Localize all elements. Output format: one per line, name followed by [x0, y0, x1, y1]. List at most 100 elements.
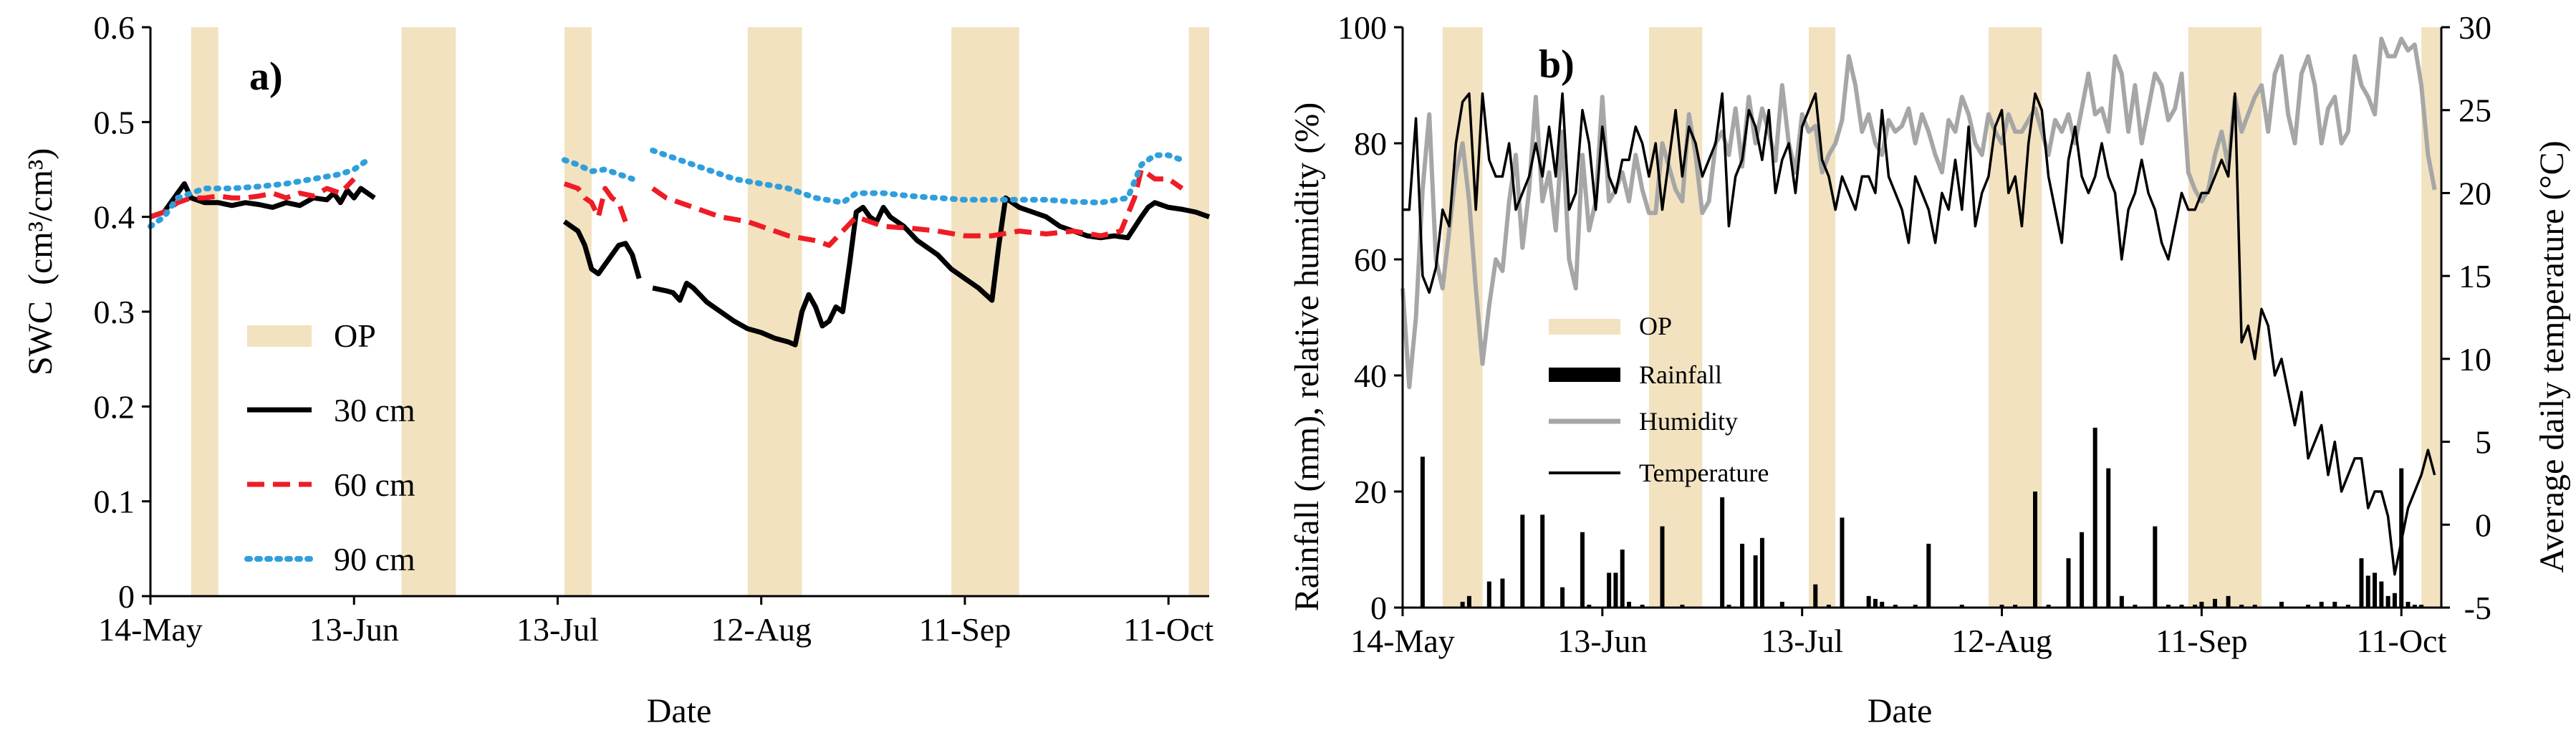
b-rainfall-bar-37 [2066, 558, 2071, 608]
a-x-ticks: 14-May 13-Jun 13-Jul 12-Aug 11-Sep 11-Oct [98, 596, 1213, 648]
panel-a-swc-chart: 0 0.1 0.2 0.3 0.4 0.5 0.6 14-May 13-Jun 13-Jul 12… [21, 9, 1213, 730]
b-rainfall-bar-54 [2319, 601, 2324, 608]
b-right-ytick-label-6: 25 [2459, 92, 2491, 129]
a-legend: OP 30 cm 60 cm 90 cm [244, 317, 415, 578]
a-op-band-3 [747, 27, 802, 596]
a-op-bands [191, 27, 1209, 596]
a-axes-frame [149, 27, 1209, 598]
b-rainfall-bar-13 [1627, 601, 1632, 608]
b-rainfall-bar-17 [1720, 497, 1725, 608]
b-rainfall-bar-46 [2193, 604, 2198, 608]
b-legend: OP Rainfall Humidity Temperature [1549, 312, 1769, 487]
b-rainfall-bar-64 [2406, 601, 2411, 608]
b-left-y-ticks: 0 20 40 60 80 100 [1337, 9, 1403, 626]
b-rainfall-bar-53 [2306, 604, 2311, 608]
b-rainfall-bar-0 [1420, 456, 1425, 608]
b-rainfall-bar-7 [1560, 587, 1565, 608]
a-xtick-label-1: 13-Jun [309, 611, 399, 648]
b-rainfall-bar-11 [1613, 572, 1618, 608]
b-rainfall-bar-28 [1880, 601, 1885, 608]
b-xtick-label-0: 14-May [1350, 623, 1455, 659]
b-rainfall-bar-12 [1620, 550, 1625, 608]
b-right-ytick-label-1: 0 [2475, 507, 2491, 543]
b-rainfall-bar-21 [1759, 537, 1764, 608]
b-rainfall-bar-38 [2080, 532, 2085, 608]
b-rainfall-bar-65 [2412, 604, 2417, 608]
b-axes-frame [1401, 27, 2443, 609]
b-legend-temperature-label: Temperature [1639, 459, 1769, 487]
b-rainfall-bar-20 [1753, 555, 1758, 608]
a-ytick-label-1: 0.1 [94, 484, 135, 520]
b-rainfall-bar-62 [2392, 593, 2397, 608]
a-op-band-1 [401, 27, 456, 596]
b-rainfall-bar-49 [2226, 595, 2231, 608]
b-rainfall-bar-57 [2359, 558, 2364, 608]
b-rainfall-bar-34 [2013, 604, 2018, 608]
b-rainfall-bar-10 [1607, 572, 1612, 608]
b-right-y-ticks: -5 0 5 10 15 20 25 30 [2441, 9, 2491, 626]
a-legend-90cm-label: 90 cm [334, 541, 415, 578]
b-rainfall-bar-48 [2212, 598, 2217, 608]
b-rainfall-bar-19 [1740, 543, 1745, 608]
b-left-y-axis-title: Rainfall (mm), relative humidity (%) [1288, 102, 1326, 611]
b-rainfall-bar-8 [1580, 532, 1585, 608]
a-series-s30-segment-0 [149, 181, 376, 219]
b-rainfall-bar-32 [1959, 604, 1964, 608]
a-series-s30-segment-1 [562, 219, 642, 279]
b-rainfall-bar-15 [1660, 526, 1665, 608]
b-left-ytick-label-5: 100 [1337, 9, 1387, 46]
a-series-s60-segment-2 [651, 167, 1184, 248]
b-rainfall-bar-60 [2379, 581, 2384, 608]
a-panel-label: a) [249, 54, 283, 99]
b-rainfall-bar-4 [1500, 578, 1505, 608]
b-right-ytick-label-7: 30 [2459, 9, 2491, 46]
b-rainfall-bar-36 [2046, 604, 2051, 608]
b-left-ytick-label-1: 20 [1354, 474, 1387, 510]
b-rainfall-bar-61 [2385, 595, 2390, 608]
b-rainfall-bar-6 [1540, 514, 1545, 608]
b-rainfall-bar-47 [2199, 601, 2204, 608]
b-rainfall-bar-39 [2092, 427, 2097, 608]
a-xtick-label-0: 14-May [98, 611, 203, 648]
b-rainfall-bar-66 [2419, 604, 2424, 608]
b-rainfall-bar-9 [1587, 604, 1592, 608]
b-left-ytick-label-2: 40 [1354, 358, 1387, 394]
b-humidity-temperature-series [1400, 37, 2437, 576]
b-legend-rainfall-label: Rainfall [1639, 360, 1722, 389]
a-ytick-label-2: 0.2 [94, 388, 135, 425]
a-y-axis-title: SWC (cm³/cm³) [21, 148, 59, 375]
b-right-ytick-label-0: -5 [2464, 590, 2491, 626]
b-rainfall-bar-50 [2239, 604, 2244, 608]
b-xtick-label-2: 13-Jul [1761, 623, 1843, 659]
b-op-band-2 [1808, 27, 1836, 608]
a-legend-op-swatch [247, 325, 312, 347]
a-series-s90-segment-2 [650, 148, 1186, 206]
b-rainfall-bar-56 [2345, 604, 2350, 608]
b-rainfall-bar-44 [2166, 604, 2171, 608]
b-humidity-line [1400, 37, 2437, 390]
a-op-band-5 [1188, 27, 1209, 596]
a-series-s90-segment-0 [148, 157, 371, 229]
a-x-axis-title: Date [647, 692, 712, 730]
b-legend-rainfall-swatch [1549, 368, 1620, 382]
b-rainfall-bar-5 [1520, 514, 1525, 608]
b-rainfall-bar-41 [2119, 595, 2124, 608]
a-ytick-label-5: 0.5 [94, 104, 135, 140]
b-right-y-axis-title: Average daily temperature (°C) [2533, 140, 2571, 572]
b-rainfall-bar-29 [1893, 604, 1898, 608]
a-ytick-label-3: 0.3 [94, 294, 135, 330]
b-left-ytick-label-0: 0 [1370, 590, 1387, 626]
a-xtick-label-2: 13-Jul [516, 611, 599, 648]
a-series-s90-segment-1 [561, 157, 635, 182]
a-y-axis-title-text: SWC [21, 301, 59, 375]
a-series-s60-segment-0 [149, 177, 356, 219]
b-left-ytick-label-3: 60 [1354, 241, 1387, 278]
b-right-ytick-label-3: 10 [2459, 341, 2491, 378]
b-rainfall-bar-14 [1640, 604, 1645, 608]
b-legend-op-swatch [1549, 319, 1620, 335]
b-xtick-label-1: 13-Jun [1557, 623, 1647, 659]
b-rainfall-bar-26 [1866, 595, 1871, 608]
b-right-ytick-label-4: 15 [2459, 258, 2491, 294]
b-rainfall-bar-35 [2033, 492, 2038, 608]
